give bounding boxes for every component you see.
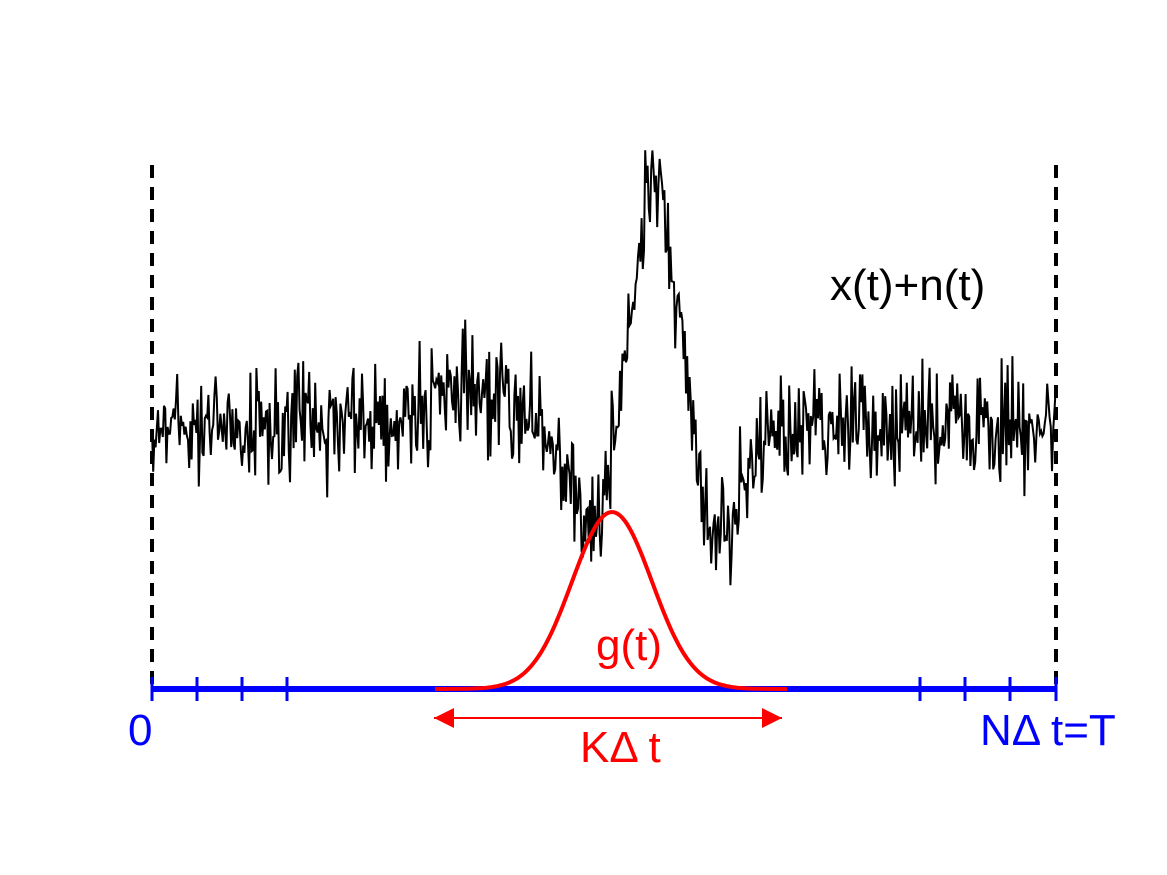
width-label: KΔ t bbox=[580, 723, 661, 772]
start-label: 0 bbox=[128, 706, 152, 755]
end-label: NΔ t=T bbox=[980, 706, 1116, 755]
axis-ticks bbox=[150, 677, 1058, 701]
kernel-label: g(t) bbox=[596, 621, 662, 670]
noisy-signal bbox=[151, 150, 1057, 586]
kernel-curve bbox=[435, 510, 787, 691]
signal-label: x(t)+n(t) bbox=[830, 261, 985, 310]
